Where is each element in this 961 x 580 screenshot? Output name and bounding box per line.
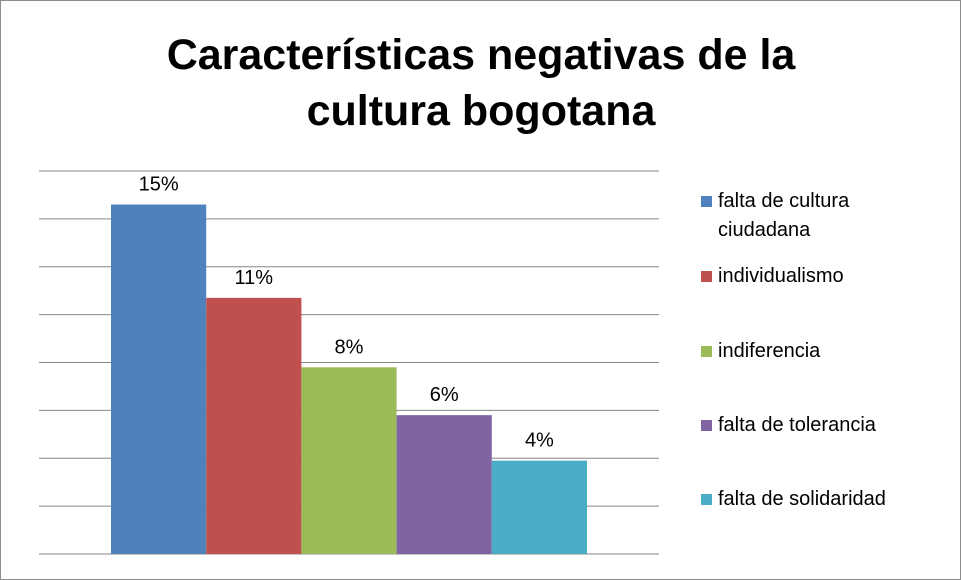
legend-label: falta de solidaridad [718,488,886,510]
legend-swatch [701,196,712,207]
legend-label: falta de tolerancia [718,414,876,436]
bar [206,297,302,554]
data-label: 8% [335,336,364,358]
legend-label: indiferencia [718,340,821,362]
legend-swatch [701,271,712,282]
bar [491,460,587,554]
data-label: 4% [525,430,554,452]
legend-swatch [701,494,712,505]
legend-label: falta de cultura ciudadana [718,190,850,241]
chart-title: Características negativas de la cultura … [166,31,796,135]
bar [111,204,207,554]
data-label: 15% [139,174,179,196]
bar [396,415,492,554]
bar [301,367,397,554]
data-label: 6% [430,384,459,406]
legend-label: individualismo [718,265,844,287]
legend-swatch [701,420,712,431]
data-label: 11% [235,267,274,289]
legend-swatch [701,346,712,357]
